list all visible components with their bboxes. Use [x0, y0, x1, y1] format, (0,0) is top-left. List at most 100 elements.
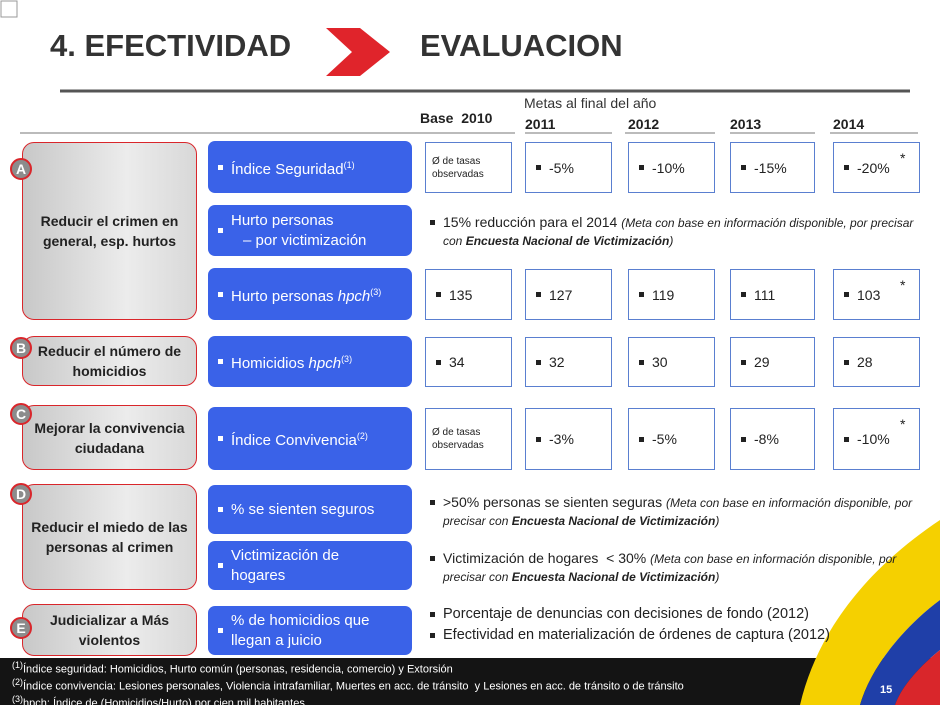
- indicator-label: Índice Convivencia: [231, 432, 357, 449]
- indicator-italic: hpch: [337, 287, 371, 305]
- objective-letter: A: [10, 158, 32, 180]
- subtitle: EVALUACION: [420, 28, 623, 63]
- value: -5%: [549, 159, 574, 176]
- footnote-sup: (3): [12, 694, 23, 704]
- note-bold: Encuesta Nacional de Victimización: [465, 234, 670, 248]
- indicator-label: % de homicidios que: [231, 611, 370, 629]
- indicator-label: Índice Seguridad: [231, 160, 344, 178]
- value: -15%: [754, 159, 787, 176]
- value: 111: [754, 286, 776, 303]
- bullet: [741, 292, 746, 297]
- bullet: [741, 165, 746, 170]
- bullet: [430, 612, 435, 617]
- base-value: 135: [449, 286, 473, 303]
- footnote: (3)hpch: Índice de (Homicidios/Hurto) po…: [12, 694, 305, 710]
- value-box: 32: [525, 337, 612, 387]
- indicator-label: % se sienten seguros: [231, 500, 375, 518]
- value: 28: [857, 354, 873, 370]
- value-box: 28: [833, 337, 920, 387]
- value-box: -3%: [525, 408, 612, 470]
- bullet: [430, 500, 435, 505]
- indicator-line: Índice Seguridad(1): [231, 155, 355, 180]
- indicator-text: Hurto personas hpch(3): [231, 282, 381, 307]
- bullet: [741, 436, 746, 442]
- indicator-text: % se sienten seguros: [231, 500, 374, 520]
- bullet: [218, 507, 223, 512]
- bullet: [218, 291, 223, 297]
- indicator: Hurto personas – por victimización: [208, 205, 412, 256]
- bullet: [536, 165, 541, 170]
- bullet: [218, 628, 223, 633]
- value: 103: [857, 286, 881, 303]
- bullet: [844, 436, 849, 442]
- note-text: Victimización de hogares < 30% (Meta con…: [443, 550, 920, 586]
- note-end: ): [715, 514, 720, 528]
- indicator-label: Hurto personas: [231, 211, 334, 229]
- indicator-sup: (1): [343, 159, 355, 170]
- indicator: Índice Seguridad(1): [208, 141, 412, 193]
- flag-yellow: [800, 520, 940, 705]
- bullet: [639, 165, 644, 170]
- year: 2011: [525, 116, 556, 132]
- bullet: [218, 563, 223, 568]
- bullet: [218, 164, 223, 170]
- bullet-text: Porcentaje de denuncias con decisiones d…: [443, 606, 809, 622]
- value-box: 103: [833, 269, 920, 320]
- value: -10%: [652, 159, 685, 176]
- indicator-line: Índice Convivencia(2): [231, 426, 368, 451]
- value-box: -8%: [730, 408, 815, 470]
- note-italic: (Meta con base en información disponible…: [443, 216, 914, 248]
- indicator-line: % se sienten seguros: [231, 500, 374, 520]
- footnote: (1)Índice seguridad: Homicidios, Hurto c…: [12, 660, 453, 676]
- value: 32: [549, 354, 565, 370]
- value-box: 29: [730, 337, 815, 387]
- base-label: Base 2010: [420, 110, 493, 126]
- value: 29: [754, 354, 770, 370]
- note-end: ): [715, 570, 720, 584]
- value-box: -15%: [730, 142, 815, 193]
- indicator: Hurto personas hpch(3): [208, 268, 412, 320]
- note-bold: Encuesta Nacional de Victimización: [511, 570, 716, 584]
- bullet: [218, 436, 223, 441]
- bullet: [430, 633, 435, 638]
- indicator-italic: hpch: [308, 355, 342, 372]
- base-box: Ø de tasas observadas: [425, 142, 512, 193]
- indicator-line: Homicidios hpch(3): [231, 349, 352, 374]
- bullet: [639, 292, 644, 297]
- indicator: % de homicidios que llegan a juicio: [208, 606, 412, 655]
- indicator-line: Hurto personas hpch(3): [231, 282, 381, 307]
- indicator-text: Índice Convivencia(2): [231, 426, 368, 451]
- bullet: [844, 359, 849, 365]
- value: -20%: [857, 159, 890, 176]
- value: -10%: [857, 431, 890, 447]
- indicator-sup: (3): [341, 354, 353, 364]
- indicator-label: Hurto personas: [231, 287, 338, 305]
- objective: Reducir el crimen en general, esp. hurto…: [22, 142, 197, 320]
- asterisk: *: [900, 150, 906, 166]
- note-text: >50% personas se sienten seguras (Meta c…: [443, 494, 920, 530]
- value-box: 30: [628, 337, 715, 387]
- objective: Reducir el miedo de las personas al crim…: [22, 484, 197, 590]
- value: -8%: [754, 431, 779, 447]
- title: 4. EFECTIVIDAD: [50, 28, 292, 63]
- indicator-text: Homicidios hpch(3): [231, 349, 352, 374]
- indicator-label: Victimización de: [231, 546, 340, 564]
- indicator: Homicidios hpch(3): [208, 336, 412, 387]
- value-box: 127: [525, 269, 612, 320]
- indicator-text: Índice Seguridad(1): [231, 155, 355, 180]
- bullet: [536, 359, 541, 365]
- objective-letter: B: [10, 337, 32, 359]
- note: Victimización de hogares < 30% (Meta con…: [430, 550, 920, 586]
- bullet: [218, 228, 223, 233]
- indicator-line: Victimización de: [231, 546, 339, 566]
- bullet: [536, 436, 541, 442]
- footer-bar: [0, 658, 940, 705]
- value: 127: [549, 286, 573, 303]
- note-lead: >50% personas se sienten seguras: [443, 494, 666, 510]
- bullet: [436, 292, 441, 297]
- indicator-label2: llegan a juicio: [231, 631, 322, 649]
- bullet: [741, 359, 746, 365]
- objective: Judicializar a Más violentos: [22, 604, 197, 656]
